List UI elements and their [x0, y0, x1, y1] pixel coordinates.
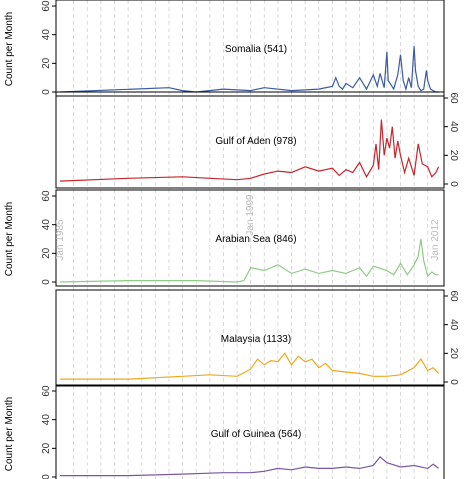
y-tick-label: 20: [41, 57, 52, 69]
grid-lines: [73, 0, 429, 479]
y-tick-label: 20: [41, 442, 52, 454]
panel: Gulf of Guinea (564) 0 20 40 60 Count per Mon…: [4, 384, 445, 479]
panel: Malaysia (1133) 0 20 40 60: [55, 289, 459, 387]
panel-frame: [55, 189, 445, 287]
panel: Arabian Sea (846) 0 20 40 60 Count per Month: [4, 189, 445, 287]
series-line: [59, 238, 439, 283]
series-line: [59, 119, 440, 182]
y-tick-label: 0: [448, 379, 459, 385]
y-tick-label: 40: [448, 319, 459, 331]
date-label-1999: Jan 1999: [245, 194, 256, 236]
y-axis-title: Count per Month: [4, 12, 15, 87]
y-tick-label: 0: [448, 181, 459, 187]
panel-title: Malaysia (1133): [221, 334, 291, 345]
panel: Somalia (541) 0 20 40 60 Count per Month: [4, 0, 445, 97]
series-line: [60, 352, 440, 380]
y-tick-label: 40: [41, 29, 52, 41]
y-tick-label: 20: [448, 348, 459, 360]
y-tick-label: 20: [448, 150, 459, 162]
y-tick-label: 60: [448, 290, 459, 302]
y-tick-label: 0: [41, 474, 52, 479]
panel-title: Gulf of Guinea (564): [211, 429, 302, 440]
panel: Gulf of Aden (978) 0 20 40 60: [55, 91, 459, 189]
series-line: [59, 46, 439, 93]
panel-title: Somalia (541): [225, 44, 287, 55]
y-tick-label: 20: [41, 247, 52, 259]
y-axis-title: Count per Month: [4, 397, 15, 472]
date-label-1985: Jan 1985: [55, 219, 66, 261]
y-tick-label: 0: [41, 89, 52, 95]
y-tick-label: 40: [41, 414, 52, 426]
y-tick-label: 40: [448, 121, 459, 133]
series-line: [60, 456, 439, 477]
y-tick-label: 0: [41, 279, 52, 285]
y-axis-title: Count per Month: [4, 202, 15, 277]
date-labels: Jan 1985 Jan 1999 Jan 2012: [55, 194, 441, 261]
panel-frame: [55, 384, 445, 479]
y-tick-label: 60: [448, 92, 459, 104]
y-tick-label: 40: [41, 219, 52, 231]
panel-frame: [55, 91, 445, 189]
y-tick-label: 60: [41, 385, 52, 397]
panel-title: Arabian Sea (846): [215, 234, 296, 245]
y-tick-label: 60: [41, 190, 52, 202]
panel-frame: [55, 0, 445, 97]
panel-frame: [55, 289, 445, 387]
y-tick-label: 60: [41, 0, 52, 12]
date-label-2012: Jan 2012: [430, 219, 441, 261]
panel-title: Gulf of Aden (978): [215, 136, 296, 147]
